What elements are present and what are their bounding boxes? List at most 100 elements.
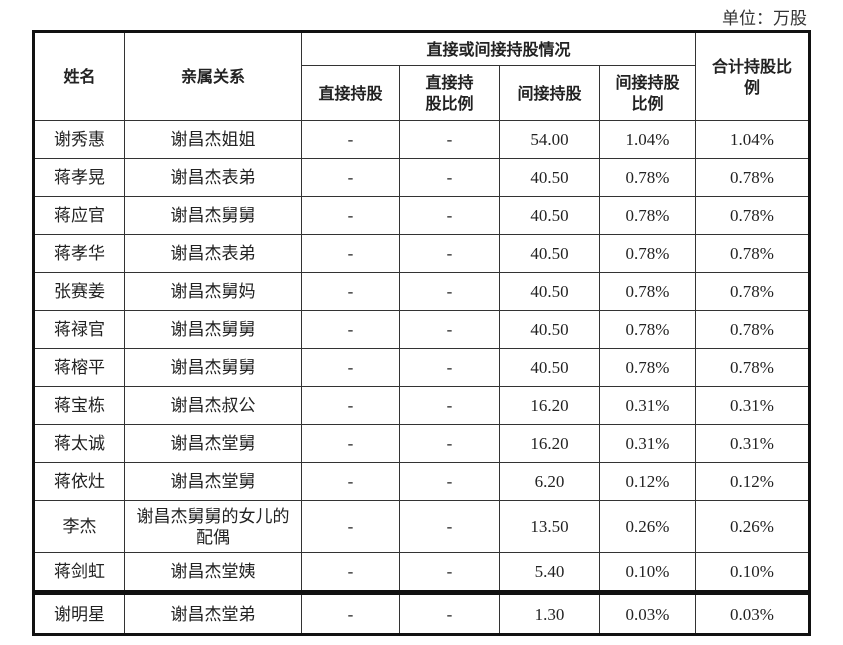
cell-direct-ratio: - <box>399 593 500 635</box>
cell-name: 蒋剑虹 <box>33 552 125 592</box>
cell-direct-ratio: - <box>399 234 500 273</box>
cell-indirect-ratio: 0.78% <box>598 310 697 349</box>
cell-name: 蒋孝华 <box>33 234 125 273</box>
cell-direct-ratio: - <box>399 158 500 197</box>
table-row: 蒋宝栋 谢昌杰叔公 - -16.20 0.31% 0.31% <box>33 386 811 425</box>
cell-indirect: 40.50 <box>499 158 600 197</box>
cell-direct-ratio: - <box>399 552 500 592</box>
cell-direct-ratio: - <box>399 348 500 387</box>
cell-relation: 谢昌杰堂姨 <box>124 552 302 592</box>
cell-direct: - <box>301 424 400 463</box>
cell-relation: 谢昌杰堂舅 <box>124 462 302 501</box>
cell-indirect-ratio: 0.26% <box>598 500 697 553</box>
cell-indirect-ratio: 0.31% <box>598 386 697 425</box>
cell-total-ratio: 0.12% <box>695 462 811 501</box>
cell-name: 谢秀惠 <box>33 120 125 159</box>
cell-indirect-ratio: 0.78% <box>598 348 697 387</box>
cell-direct: - <box>301 272 400 311</box>
cell-total-ratio: 0.03% <box>695 593 810 635</box>
cell-name: 蒋应官 <box>33 196 125 235</box>
cell-total-ratio: 0.78% <box>695 234 811 273</box>
cell-total-ratio: 0.78% <box>695 348 811 387</box>
cell-total-ratio: 1.04% <box>695 120 811 159</box>
cell-relation: 谢昌杰舅舅 <box>124 196 302 235</box>
cell-direct: - <box>301 196 400 235</box>
cell-relation: 谢昌杰舅妈 <box>124 272 302 311</box>
table-row: 蒋太诚 谢昌杰堂舅 - -16.20 0.31% 0.31% <box>33 424 811 463</box>
cell-name: 蒋禄官 <box>33 310 125 349</box>
table-row: 李杰 谢昌杰舅舅的女儿的配偶 - -13.50 0.26% 0.26% <box>33 500 811 553</box>
cell-direct: - <box>301 120 400 159</box>
cell-direct: - <box>301 348 400 387</box>
header-relation: 亲属关系 <box>124 31 302 121</box>
unit-label: 单位：万股 <box>722 9 807 28</box>
cell-name: 李杰 <box>33 500 125 553</box>
cell-direct-ratio: - <box>399 272 500 311</box>
cell-relation: 谢昌杰舅舅 <box>124 310 302 349</box>
cell-direct-ratio: - <box>399 310 500 349</box>
header-indirect: 间接持股 <box>499 65 600 121</box>
cell-relation: 谢昌杰舅舅 <box>124 348 302 387</box>
cell-indirect: 40.50 <box>499 310 600 349</box>
header-direct: 直接持股 <box>301 65 400 121</box>
cell-total-ratio: 0.31% <box>695 386 811 425</box>
table-row: 蒋剑虹 谢昌杰堂姨 - -5.40 0.10% 0.10% <box>33 552 811 592</box>
cell-direct-ratio: - <box>399 500 500 553</box>
cell-relation: 谢昌杰表弟 <box>124 234 302 273</box>
table-row: 蒋孝晃 谢昌杰表弟 - -40.50 0.78% 0.78% <box>33 158 811 197</box>
cell-direct-ratio: - <box>399 424 500 463</box>
cell-direct-ratio: - <box>399 120 500 159</box>
table-row: 蒋应官 谢昌杰舅舅 - -40.50 0.78% 0.78% <box>33 196 811 235</box>
cell-total-ratio: 0.78% <box>695 272 811 311</box>
cell-direct: - <box>301 310 400 349</box>
cell-total-ratio: 0.78% <box>695 310 811 349</box>
cell-total-ratio: 0.10% <box>695 552 811 592</box>
cell-direct: - <box>301 593 400 635</box>
cell-indirect-ratio: 0.10% <box>598 552 697 592</box>
cell-name: 张赛姜 <box>33 272 125 311</box>
cell-indirect: 54.00 <box>499 120 600 159</box>
cell-indirect: 1.30 <box>499 593 600 635</box>
header-indirect-ratio: 间接持股比例 <box>598 65 697 121</box>
cell-name: 蒋依灶 <box>33 462 125 501</box>
table-row: 蒋禄官 谢昌杰舅舅 - -40.50 0.78% 0.78% <box>33 310 811 349</box>
shareholding-table-continued: 谢明星 谢昌杰堂弟 - -1.30 0.03% 0.03% <box>32 592 811 636</box>
header-group: 直接或间接持股情况 <box>300 31 697 66</box>
table-row: 谢明星 谢昌杰堂弟 - -1.30 0.03% 0.03% <box>33 593 810 635</box>
cell-name: 蒋宝栋 <box>33 386 125 425</box>
cell-direct-ratio: - <box>399 386 500 425</box>
table-row: 张赛姜 谢昌杰舅妈 - -40.50 0.78% 0.78% <box>33 272 811 311</box>
cell-indirect: 40.50 <box>499 196 600 235</box>
cell-indirect: 40.50 <box>499 348 600 387</box>
table-row: 蒋孝华 谢昌杰表弟 - -40.50 0.78% 0.78% <box>33 234 811 273</box>
cell-relation: 谢昌杰叔公 <box>124 386 302 425</box>
cell-indirect-ratio: 0.78% <box>598 272 697 311</box>
cell-name: 蒋榕平 <box>33 348 125 387</box>
cell-relation: 谢昌杰堂弟 <box>124 593 302 635</box>
cell-direct: - <box>301 500 400 553</box>
cell-indirect-ratio: 0.31% <box>598 424 697 463</box>
cell-indirect-ratio: 0.78% <box>598 158 697 197</box>
cell-name: 谢明星 <box>33 593 125 635</box>
header-direct-ratio: 直接持股比例 <box>399 65 500 121</box>
cell-direct: - <box>301 462 400 501</box>
header-name: 姓名 <box>33 31 125 121</box>
table-row: 谢秀惠 谢昌杰姐姐 - -54.00 1.04% 1.04% <box>33 120 811 159</box>
cell-direct: - <box>301 552 400 592</box>
cell-indirect-ratio: 1.04% <box>598 120 697 159</box>
cell-direct-ratio: - <box>399 462 500 501</box>
cell-relation: 谢昌杰表弟 <box>124 158 302 197</box>
cell-indirect: 5.40 <box>499 552 600 592</box>
shareholding-table: 姓名 亲属关系 直接或间接持股情况 合计持股比例 直接持股 直接持股比例 间接持… <box>32 30 812 593</box>
cell-relation: 谢昌杰堂舅 <box>124 424 302 463</box>
cell-indirect: 40.50 <box>499 272 600 311</box>
table-row: 蒋榕平 谢昌杰舅舅 - -40.50 0.78% 0.78% <box>33 348 811 387</box>
cell-relation: 谢昌杰舅舅的女儿的配偶 <box>124 500 302 553</box>
cell-indirect-ratio: 0.78% <box>598 196 697 235</box>
cell-direct: - <box>301 158 400 197</box>
cell-total-ratio: 0.26% <box>695 500 811 553</box>
cell-indirect: 13.50 <box>499 500 600 553</box>
cell-indirect: 6.20 <box>499 462 600 501</box>
table-row: 蒋依灶 谢昌杰堂舅 - -6.20 0.12% 0.12% <box>33 462 811 501</box>
cell-indirect: 16.20 <box>499 424 600 463</box>
